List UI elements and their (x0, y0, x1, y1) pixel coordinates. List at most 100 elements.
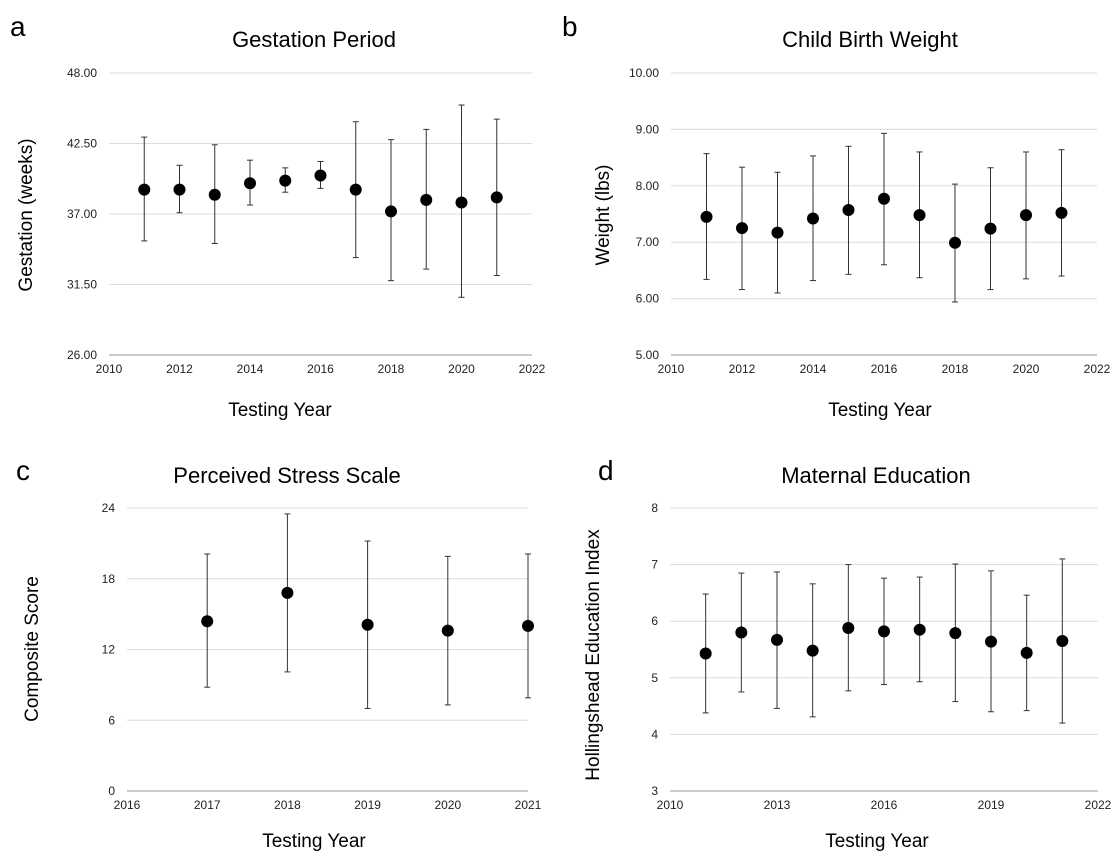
panel-label: b (562, 11, 578, 42)
y-tick-label: 24 (102, 501, 116, 515)
x-axis-label: Testing Year (262, 831, 366, 852)
x-tick-label: 2020 (448, 362, 475, 376)
chart-title: Maternal Education (781, 463, 971, 488)
data-point (913, 209, 926, 222)
x-tick-label: 2022 (519, 362, 546, 376)
x-tick-label: 2016 (871, 362, 898, 376)
panel-label: d (598, 455, 614, 486)
x-tick-label: 2019 (978, 798, 1005, 812)
y-tick-label: 6.00 (636, 292, 660, 306)
data-point (700, 210, 713, 223)
chart-title: Child Birth Weight (782, 27, 958, 52)
data-point (735, 626, 748, 639)
y-tick-label: 9.00 (636, 122, 660, 136)
x-tick-label: 2010 (658, 362, 685, 376)
data-point (314, 169, 327, 182)
panel-gestation-period: a Gestation Period Testing Year Gestatio… (10, 11, 546, 421)
y-axis-label: Weight (lbs) (593, 164, 614, 265)
y-tick-label: 7 (651, 558, 658, 572)
x-tick-label: 2014 (237, 362, 264, 376)
y-tick-label: 3 (651, 784, 658, 798)
data-point (771, 633, 783, 646)
data-point (208, 188, 221, 201)
data-point (949, 236, 961, 249)
x-tick-label: 2016 (114, 798, 141, 812)
x-tick-label: 2018 (274, 798, 301, 812)
y-tick-label: 5 (651, 671, 658, 685)
data-point (420, 193, 433, 206)
data-point (806, 644, 819, 657)
data-point (455, 196, 468, 209)
data-point (699, 647, 712, 660)
data-point (441, 624, 454, 637)
y-tick-label: 8.00 (636, 179, 660, 193)
data-point (913, 623, 926, 636)
x-tick-label: 2020 (434, 798, 461, 812)
data-point (138, 183, 151, 196)
panel-label: c (16, 455, 30, 486)
y-tick-label: 37.00 (67, 207, 97, 221)
data-point (279, 174, 292, 187)
x-tick-label: 2016 (307, 362, 334, 376)
x-axis-label: Testing Year (825, 831, 929, 852)
x-tick-label: 2021 (515, 798, 542, 812)
y-axis-label: Gestation (weeks) (16, 138, 37, 291)
data-point (1020, 646, 1033, 659)
x-tick-label: 2019 (354, 798, 381, 812)
y-tick-label: 26.00 (67, 348, 97, 362)
x-tick-label: 2012 (729, 362, 756, 376)
y-tick-label: 10.00 (629, 66, 659, 80)
data-point (522, 619, 534, 632)
x-tick-label: 2016 (871, 798, 898, 812)
data-point (878, 192, 890, 205)
x-tick-label: 2013 (764, 798, 791, 812)
data-point (385, 205, 397, 218)
x-tick-label: 2018 (942, 362, 969, 376)
data-point (361, 618, 374, 631)
x-tick-label: 2020 (1013, 362, 1040, 376)
y-tick-label: 6 (108, 713, 115, 727)
data-point (1056, 635, 1069, 648)
y-axis-label: Composite Score (22, 576, 43, 722)
x-axis-label: Testing Year (828, 400, 932, 421)
y-tick-label: 0 (108, 784, 115, 798)
data-point (1055, 206, 1068, 219)
data-point (1020, 209, 1032, 222)
y-tick-label: 8 (651, 501, 658, 515)
chart-title: Gestation Period (232, 27, 396, 52)
y-tick-label: 12 (102, 643, 116, 657)
chart-title: Perceived Stress Scale (173, 463, 400, 488)
panel-perceived-stress-scale: c Perceived Stress Scale Testing Year Co… (16, 455, 542, 852)
x-tick-label: 2010 (657, 798, 684, 812)
x-tick-label: 2022 (1084, 362, 1111, 376)
x-tick-label: 2018 (378, 362, 405, 376)
y-tick-label: 5.00 (636, 348, 660, 362)
y-tick-label: 4 (651, 727, 658, 741)
data-point (349, 183, 362, 196)
data-point (736, 222, 748, 235)
y-tick-label: 42.50 (67, 137, 97, 151)
data-point (281, 586, 294, 599)
data-point (771, 226, 784, 239)
data-point (842, 621, 855, 634)
data-point (807, 212, 819, 225)
data-point (878, 625, 890, 638)
y-tick-label: 18 (102, 572, 116, 586)
panel-label: a (10, 11, 26, 42)
data-point (984, 222, 997, 235)
y-tick-label: 48.00 (67, 66, 97, 80)
data-point (985, 635, 997, 648)
data-point (842, 204, 855, 217)
panel-maternal-education: d Maternal Education Testing Year Hollin… (583, 455, 1112, 852)
data-point (173, 183, 186, 196)
x-tick-label: 2012 (166, 362, 193, 376)
y-tick-label: 31.50 (67, 278, 97, 292)
x-tick-label: 2010 (96, 362, 123, 376)
y-axis-label: Hollingshead Education Index (583, 529, 604, 781)
data-point (244, 177, 256, 190)
x-tick-label: 2022 (1085, 798, 1112, 812)
x-tick-label: 2014 (800, 362, 827, 376)
x-axis-label: Testing Year (228, 400, 332, 421)
data-point (201, 615, 214, 628)
data-point (490, 191, 503, 204)
